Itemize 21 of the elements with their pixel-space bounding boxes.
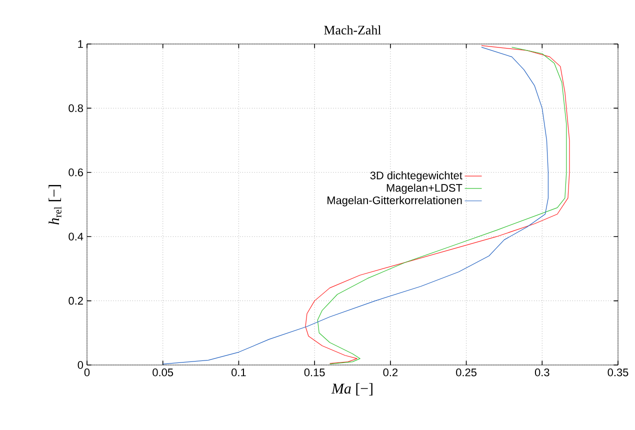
- line-series: [162, 46, 549, 364]
- y-tick-label: 0.2: [68, 296, 83, 305]
- x-tick-label: 0.15: [304, 368, 325, 376]
- x-tick-label: 0: [84, 368, 90, 376]
- y-axis-title: h$_{rel}$ [−]: [48, 185, 62, 225]
- x-axis-title: Ma [−]: [331, 383, 372, 396]
- x-tick-label: 0.1: [232, 368, 246, 376]
- legend-label: 3D dichtegewichtet: [370, 171, 462, 182]
- y-tick-label: 0.6: [68, 168, 83, 176]
- x-tick-label: 0.35: [608, 368, 628, 376]
- y-tick-label: 0.8: [68, 104, 83, 112]
- legend-label: Magelan+LDST: [386, 184, 462, 194]
- legend-label: Magelan-Gitterkorrelationen: [328, 196, 462, 206]
- x-tick-label: 0.05: [152, 368, 174, 376]
- x-tick-label: 0.3: [534, 368, 550, 376]
- x-tick-label: 0.25: [456, 368, 476, 376]
- chart-title: Mach-Zahl: [324, 25, 382, 34]
- y-tick-label: 0: [78, 361, 84, 369]
- y-tick-label: 1: [78, 40, 83, 48]
- y-tick-label: 0.4: [68, 232, 84, 240]
- x-tick-label: 0.2: [383, 368, 398, 376]
